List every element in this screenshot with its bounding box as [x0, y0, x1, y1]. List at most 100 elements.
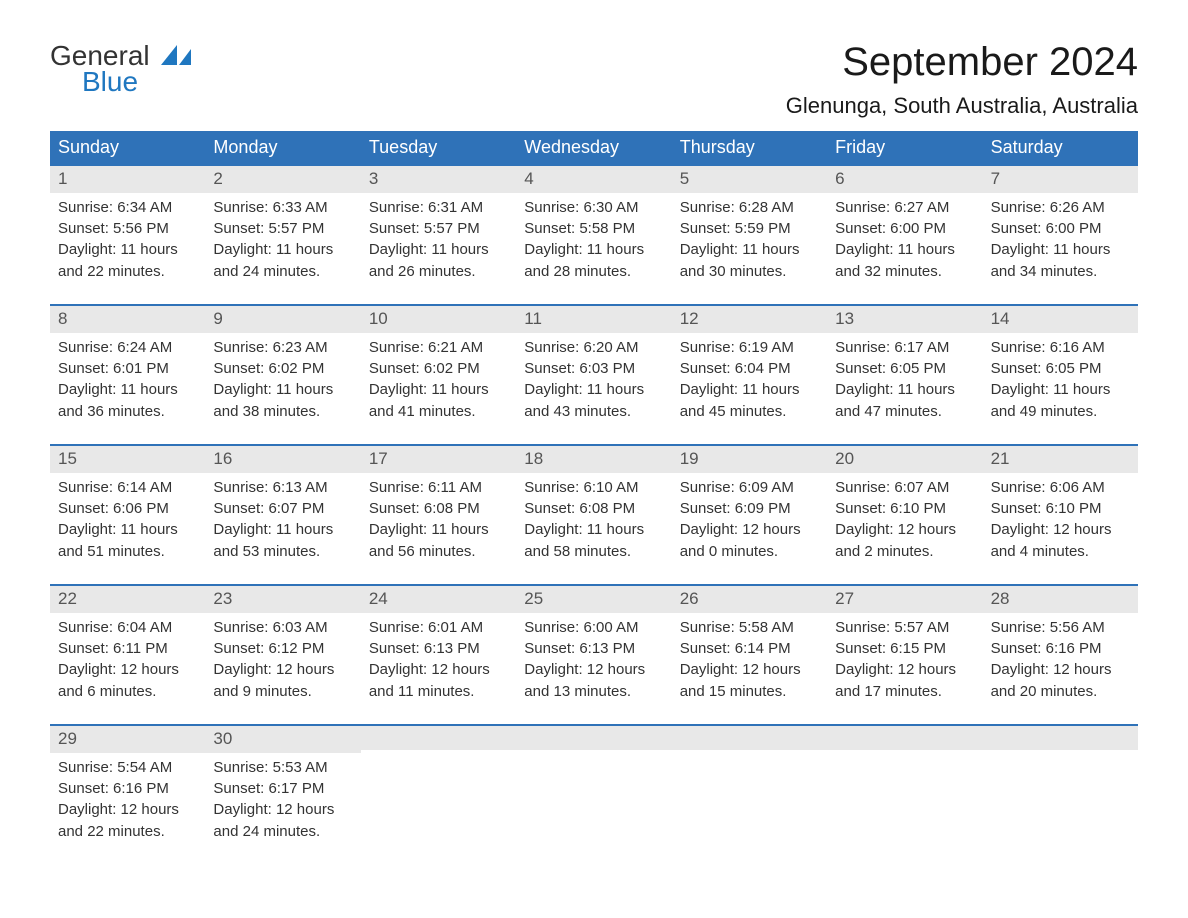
document-header: General Blue September 2024 Glenunga, So…: [50, 40, 1138, 131]
day-dl2: and 32 minutes.: [835, 262, 974, 282]
calendar-day-cell: [827, 724, 982, 856]
day-body: Sunrise: 6:07 AMSunset: 6:10 PMDaylight:…: [827, 473, 982, 569]
day-sunset: Sunset: 6:13 PM: [524, 639, 663, 659]
day-number: 3: [361, 164, 516, 193]
calendar-day-cell: 11Sunrise: 6:20 AMSunset: 6:03 PMDayligh…: [516, 304, 671, 436]
day-sunrise: Sunrise: 5:53 AM: [213, 758, 352, 778]
calendar-day-cell: 20Sunrise: 6:07 AMSunset: 6:10 PMDayligh…: [827, 444, 982, 576]
day-sunset: Sunset: 6:11 PM: [58, 639, 197, 659]
calendar-day-cell: 30Sunrise: 5:53 AMSunset: 6:17 PMDayligh…: [205, 724, 360, 856]
day-body: Sunrise: 6:04 AMSunset: 6:11 PMDaylight:…: [50, 613, 205, 709]
day-sunset: Sunset: 5:59 PM: [680, 219, 819, 239]
day-body: Sunrise: 6:21 AMSunset: 6:02 PMDaylight:…: [361, 333, 516, 429]
day-sunrise: Sunrise: 6:11 AM: [369, 478, 508, 498]
day-number: 13: [827, 304, 982, 333]
calendar-day-cell: 2Sunrise: 6:33 AMSunset: 5:57 PMDaylight…: [205, 164, 360, 296]
calendar-week-row: 29Sunrise: 5:54 AMSunset: 6:16 PMDayligh…: [50, 724, 1138, 856]
day-dl2: and 51 minutes.: [58, 542, 197, 562]
calendar-day-cell: 24Sunrise: 6:01 AMSunset: 6:13 PMDayligh…: [361, 584, 516, 716]
day-dl1: Daylight: 12 hours: [369, 660, 508, 680]
calendar-day-cell: 7Sunrise: 6:26 AMSunset: 6:00 PMDaylight…: [983, 164, 1138, 296]
day-sunset: Sunset: 6:16 PM: [991, 639, 1130, 659]
day-dl2: and 58 minutes.: [524, 542, 663, 562]
day-number: 19: [672, 444, 827, 473]
day-body: Sunrise: 6:03 AMSunset: 6:12 PMDaylight:…: [205, 613, 360, 709]
day-sunrise: Sunrise: 6:27 AM: [835, 198, 974, 218]
day-dl1: Daylight: 11 hours: [213, 520, 352, 540]
calendar-day-cell: 27Sunrise: 5:57 AMSunset: 6:15 PMDayligh…: [827, 584, 982, 716]
day-dl2: and 11 minutes.: [369, 682, 508, 702]
day-body: Sunrise: 5:54 AMSunset: 6:16 PMDaylight:…: [50, 753, 205, 849]
title-block: September 2024 Glenunga, South Australia…: [786, 40, 1138, 131]
day-dl2: and 49 minutes.: [991, 402, 1130, 422]
day-dl1: Daylight: 11 hours: [835, 380, 974, 400]
calendar-day-cell: 15Sunrise: 6:14 AMSunset: 6:06 PMDayligh…: [50, 444, 205, 576]
day-sunset: Sunset: 6:05 PM: [835, 359, 974, 379]
day-dl2: and 56 minutes.: [369, 542, 508, 562]
dow-tuesday: Tuesday: [361, 131, 516, 164]
month-title: September 2024: [786, 40, 1138, 85]
day-sunset: Sunset: 5:58 PM: [524, 219, 663, 239]
day-dl2: and 43 minutes.: [524, 402, 663, 422]
calendar-day-cell: [983, 724, 1138, 856]
day-dl1: Daylight: 12 hours: [213, 660, 352, 680]
calendar-day-cell: 10Sunrise: 6:21 AMSunset: 6:02 PMDayligh…: [361, 304, 516, 436]
calendar-day-cell: 4Sunrise: 6:30 AMSunset: 5:58 PMDaylight…: [516, 164, 671, 296]
day-sunrise: Sunrise: 6:21 AM: [369, 338, 508, 358]
day-number: 2: [205, 164, 360, 193]
day-sunset: Sunset: 6:09 PM: [680, 499, 819, 519]
day-dl1: Daylight: 11 hours: [680, 240, 819, 260]
calendar-day-cell: 21Sunrise: 6:06 AMSunset: 6:10 PMDayligh…: [983, 444, 1138, 576]
day-dl2: and 30 minutes.: [680, 262, 819, 282]
day-sunset: Sunset: 6:16 PM: [58, 779, 197, 799]
day-dl2: and 6 minutes.: [58, 682, 197, 702]
day-sunset: Sunset: 6:02 PM: [369, 359, 508, 379]
day-number: 24: [361, 584, 516, 613]
day-dl1: Daylight: 11 hours: [369, 380, 508, 400]
day-dl2: and 22 minutes.: [58, 822, 197, 842]
calendar-day-cell: [361, 724, 516, 856]
day-sunset: Sunset: 6:06 PM: [58, 499, 197, 519]
dow-monday: Monday: [205, 131, 360, 164]
day-body: Sunrise: 6:28 AMSunset: 5:59 PMDaylight:…: [672, 193, 827, 289]
empty-day-bar: [361, 724, 516, 750]
day-number: 30: [205, 724, 360, 753]
day-sunrise: Sunrise: 6:06 AM: [991, 478, 1130, 498]
brand-text: General Blue: [50, 40, 191, 98]
calendar-day-cell: 3Sunrise: 6:31 AMSunset: 5:57 PMDaylight…: [361, 164, 516, 296]
day-body: Sunrise: 6:20 AMSunset: 6:03 PMDaylight:…: [516, 333, 671, 429]
day-dl1: Daylight: 11 hours: [835, 240, 974, 260]
day-body: Sunrise: 6:33 AMSunset: 5:57 PMDaylight:…: [205, 193, 360, 289]
calendar-week-row: 8Sunrise: 6:24 AMSunset: 6:01 PMDaylight…: [50, 304, 1138, 436]
day-number: 26: [672, 584, 827, 613]
calendar: Sunday Monday Tuesday Wednesday Thursday…: [50, 131, 1138, 856]
day-body: Sunrise: 6:01 AMSunset: 6:13 PMDaylight:…: [361, 613, 516, 709]
day-body: Sunrise: 6:09 AMSunset: 6:09 PMDaylight:…: [672, 473, 827, 569]
day-sunrise: Sunrise: 6:10 AM: [524, 478, 663, 498]
day-dl1: Daylight: 12 hours: [991, 660, 1130, 680]
day-sunset: Sunset: 6:08 PM: [369, 499, 508, 519]
day-dl2: and 20 minutes.: [991, 682, 1130, 702]
calendar-day-cell: 1Sunrise: 6:34 AMSunset: 5:56 PMDaylight…: [50, 164, 205, 296]
day-body: Sunrise: 6:30 AMSunset: 5:58 PMDaylight:…: [516, 193, 671, 289]
dow-wednesday: Wednesday: [516, 131, 671, 164]
day-number: 25: [516, 584, 671, 613]
day-number: 18: [516, 444, 671, 473]
day-sunrise: Sunrise: 6:20 AM: [524, 338, 663, 358]
day-number: 22: [50, 584, 205, 613]
day-number: 15: [50, 444, 205, 473]
day-body: Sunrise: 6:34 AMSunset: 5:56 PMDaylight:…: [50, 193, 205, 289]
day-sunrise: Sunrise: 6:24 AM: [58, 338, 197, 358]
day-sunset: Sunset: 6:03 PM: [524, 359, 663, 379]
day-dl2: and 47 minutes.: [835, 402, 974, 422]
empty-day-bar: [827, 724, 982, 750]
day-body: Sunrise: 6:31 AMSunset: 5:57 PMDaylight:…: [361, 193, 516, 289]
calendar-day-cell: 9Sunrise: 6:23 AMSunset: 6:02 PMDaylight…: [205, 304, 360, 436]
day-sunset: Sunset: 6:17 PM: [213, 779, 352, 799]
day-dl2: and 38 minutes.: [213, 402, 352, 422]
calendar-week-row: 1Sunrise: 6:34 AMSunset: 5:56 PMDaylight…: [50, 164, 1138, 296]
day-dl2: and 0 minutes.: [680, 542, 819, 562]
day-dl2: and 24 minutes.: [213, 822, 352, 842]
day-sunset: Sunset: 6:15 PM: [835, 639, 974, 659]
day-dl2: and 26 minutes.: [369, 262, 508, 282]
